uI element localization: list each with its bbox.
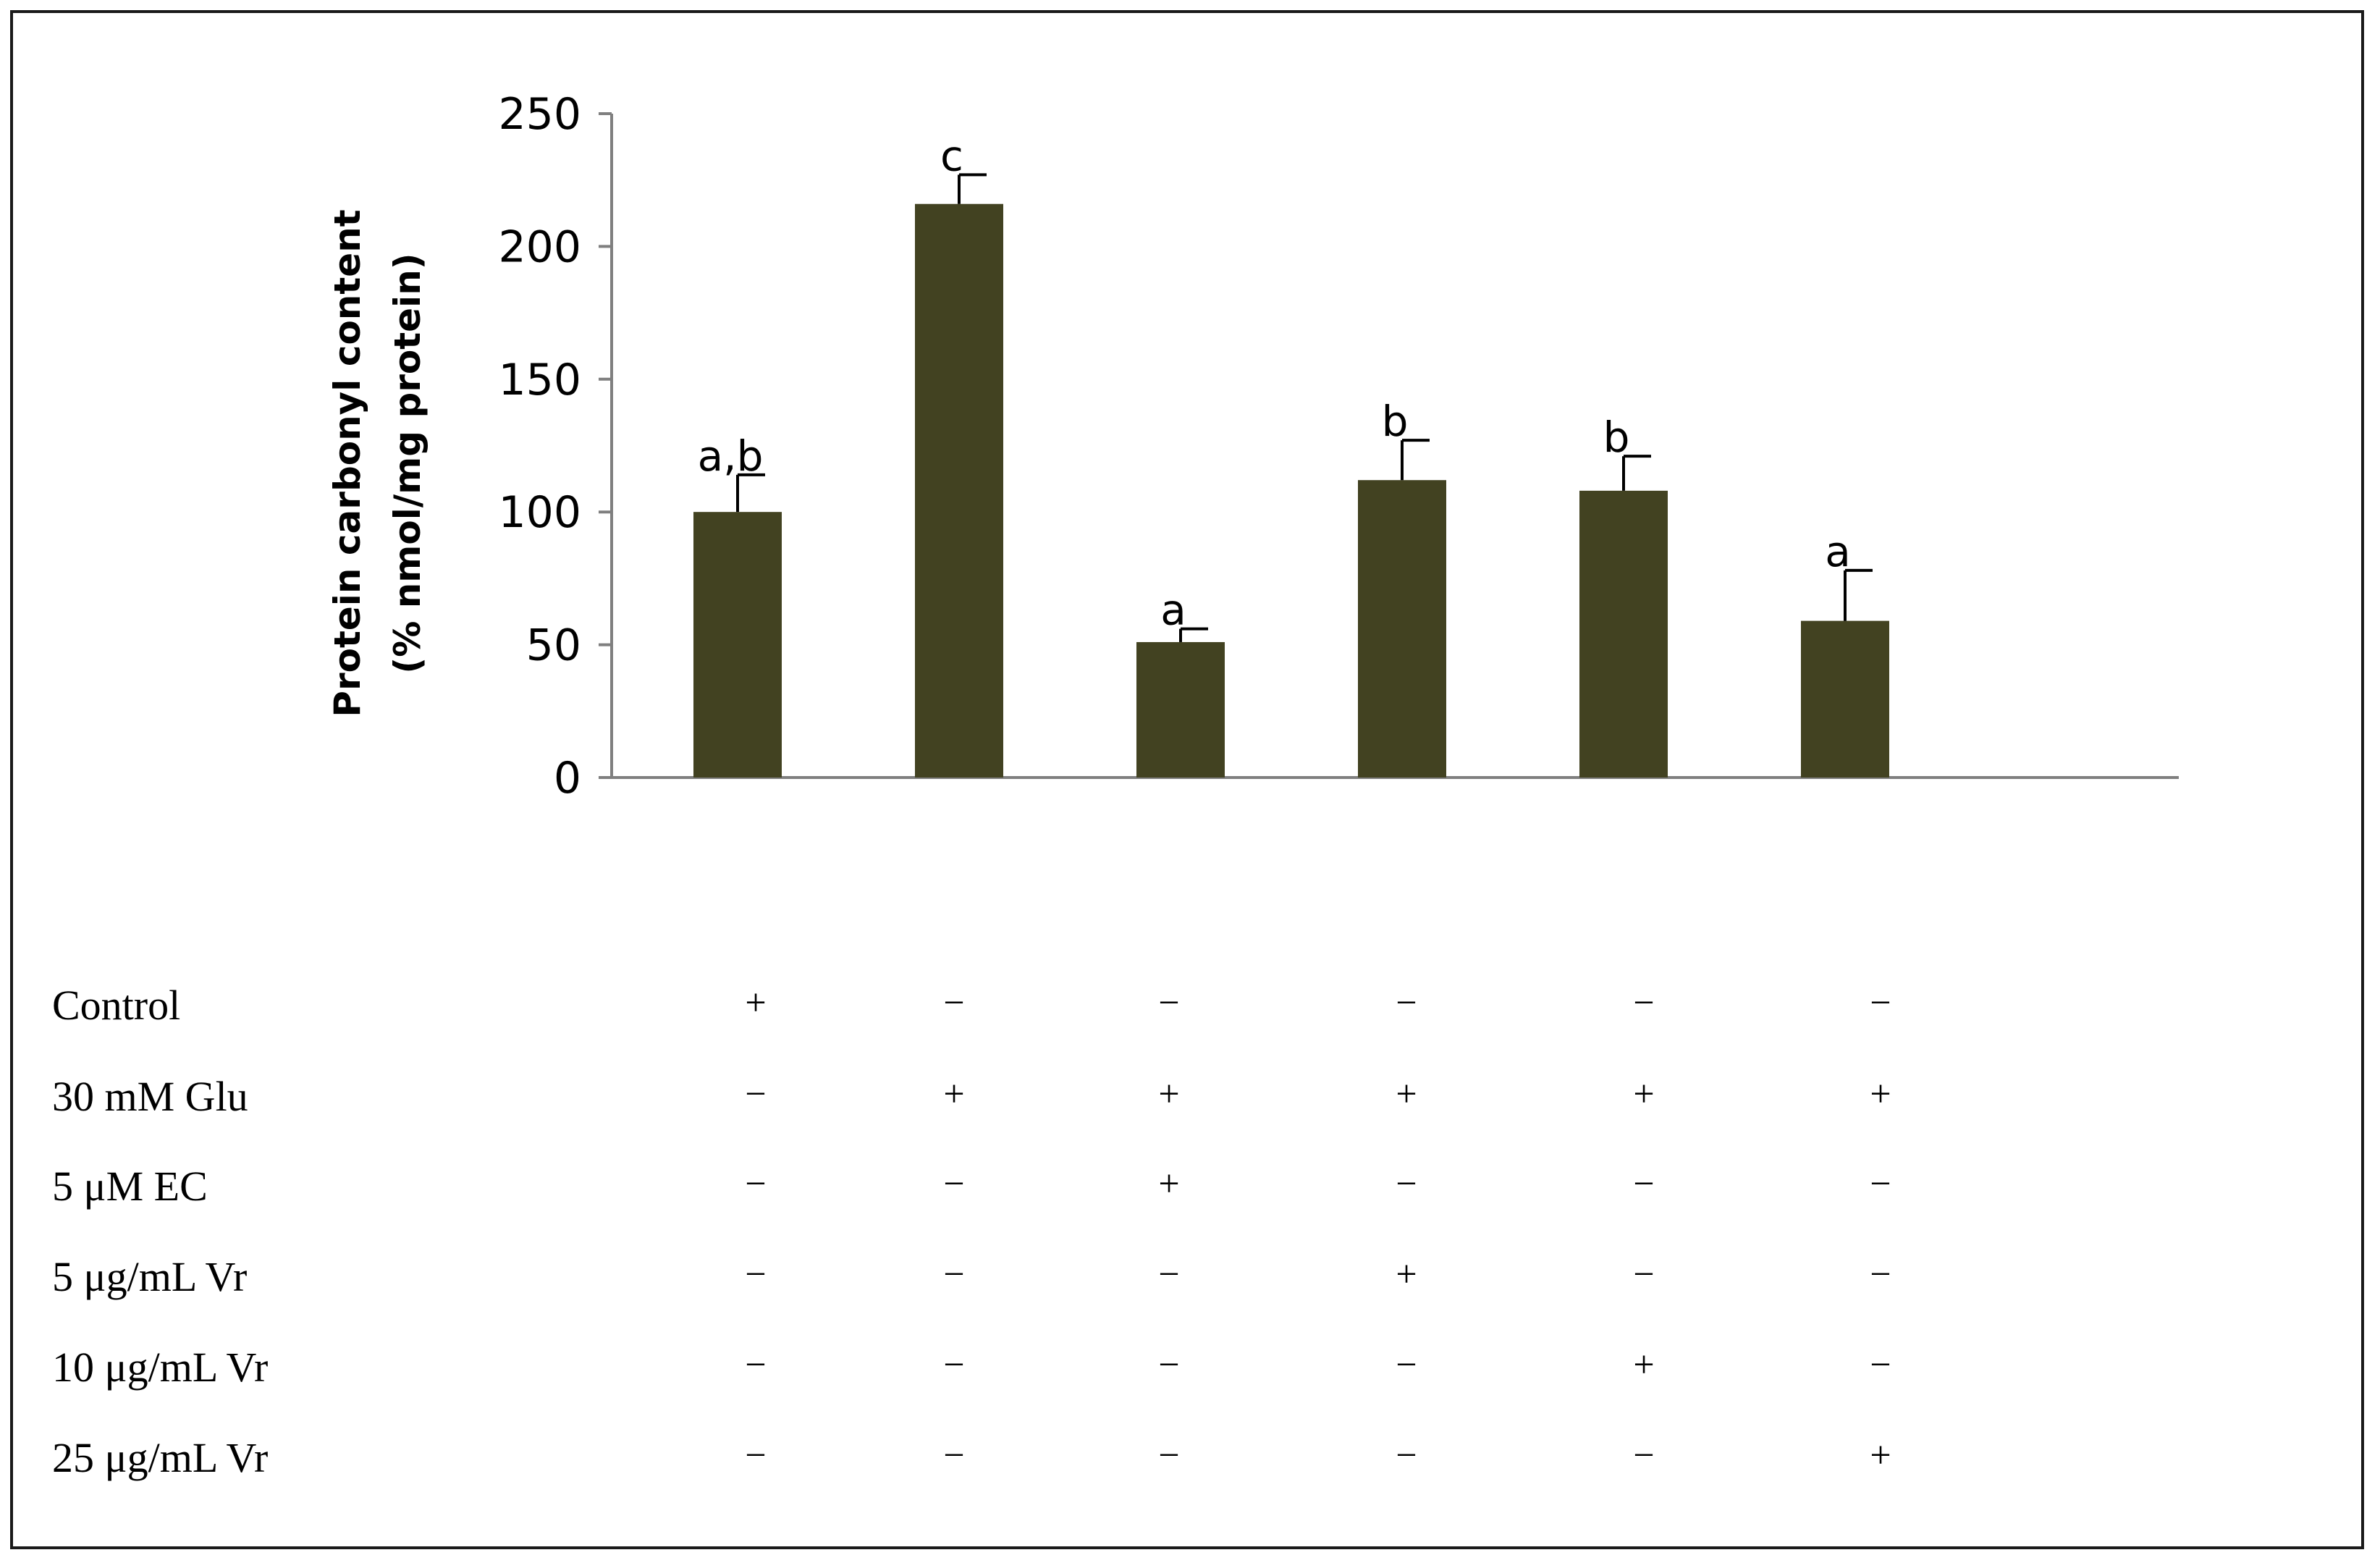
y-axis-label-line-1: Protein carbonyl content [326,209,368,717]
treatment-minus-mark: − [943,1163,965,1205]
treatment-minus-mark: − [745,1163,767,1205]
bar [1801,620,1889,778]
figure-frame [10,10,2364,1549]
treatment-minus-mark: − [1870,982,1891,1024]
treatment-minus-mark: − [943,1344,965,1386]
bar [1136,641,1225,778]
treatment-row-label: 30 mM Glu [52,1073,248,1120]
treatment-row-label: 25 μg/mL Vr [52,1434,269,1481]
treatment-plus-mark: + [1396,1254,1417,1295]
treatment-plus-mark: + [1870,1435,1891,1476]
treatment-minus-mark: − [1158,982,1180,1024]
y-tick-label: 50 [526,620,581,671]
treatment-row-label: 10 μg/mL Vr [52,1344,269,1391]
significance-label: b [1603,413,1630,462]
treatment-minus-mark: − [1158,1254,1180,1295]
significance-label: b [1382,397,1409,446]
significance-label: c [940,131,963,180]
y-tick-label: 250 [498,89,581,140]
y-tick-label: 0 [554,753,581,804]
treatment-row-label: 5 μM EC [52,1163,208,1210]
treatment-minus-mark: − [943,982,965,1024]
treatment-minus-mark: − [1633,982,1655,1024]
treatment-plus-mark: + [1870,1074,1891,1115]
treatment-minus-mark: − [745,1344,767,1386]
significance-label: a,b [698,431,764,481]
treatment-plus-mark: + [1158,1163,1180,1205]
y-axis-label: Protein carbonyl content (% nmol/mg prot… [326,209,429,717]
bar [1358,480,1446,778]
treatment-minus-mark: − [1633,1163,1655,1205]
significance-labels: a,b c a b b a [698,131,1851,634]
y-ticks: 0 50 100 150 200 250 [498,89,612,804]
bar [1579,490,1668,778]
treatment-minus-mark: − [943,1254,965,1295]
treatment-minus-mark: − [1633,1254,1655,1295]
treatment-minus-mark: − [1158,1435,1180,1476]
y-axis-label-line-2: (% nmol/mg protein) [387,253,429,673]
treatment-minus-mark: − [1633,1435,1655,1476]
treatment-minus-mark: − [1396,982,1417,1024]
treatment-minus-mark: − [1870,1163,1891,1205]
treatment-row-label: 5 μg/mL Vr [52,1253,248,1300]
treatment-minus-mark: − [1396,1163,1417,1205]
bar [693,512,782,778]
treatment-plus-mark: + [1633,1074,1655,1115]
treatment-minus-mark: − [1870,1254,1891,1295]
treatment-minus-mark: − [1158,1344,1180,1386]
treatment-plus-mark: + [1158,1074,1180,1115]
treatment-plus-mark: + [1396,1074,1417,1115]
treatment-minus-mark: − [943,1435,965,1476]
treatment-minus-mark: − [1396,1344,1417,1386]
significance-label: a [1160,586,1186,635]
bar [915,203,1003,778]
treatment-minus-mark: − [745,1435,767,1476]
treatment-minus-mark: − [745,1074,767,1115]
treatment-minus-mark: − [1870,1344,1891,1386]
treatment-plus-mark: + [745,982,767,1024]
treatment-plus-mark: + [1633,1344,1655,1386]
y-tick-label: 100 [498,487,581,538]
error-bars [736,173,1873,642]
y-tick-label: 200 [498,222,581,272]
bars [693,203,1889,778]
y-tick-label: 150 [498,355,581,405]
treatment-minus-mark: − [745,1254,767,1295]
treatment-minus-mark: − [1396,1435,1417,1476]
treatment-plus-mark: + [943,1074,965,1115]
treatment-row-label: Control [52,982,181,1029]
significance-label: a [1825,527,1851,576]
